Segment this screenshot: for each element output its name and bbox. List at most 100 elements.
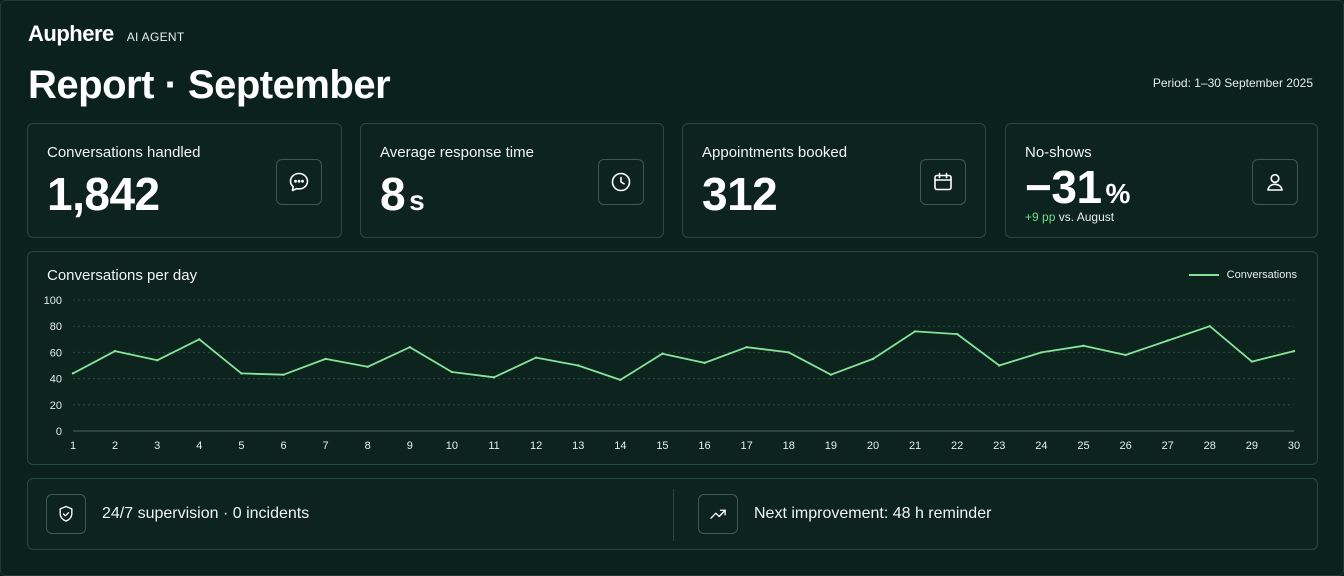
clock-icon <box>598 159 644 205</box>
x-tick-label: 17 <box>741 440 753 452</box>
y-tick-label: 0 <box>56 426 62 438</box>
x-tick-label: 2 <box>112 440 118 452</box>
data-point <box>913 330 917 333</box>
data-point <box>282 373 285 376</box>
brand-tag: AI AGENT <box>126 30 185 44</box>
data-point <box>156 359 159 362</box>
x-tick-label: 8 <box>365 440 371 452</box>
data-point <box>240 372 243 375</box>
supervision-text: 24/7 supervision · 0 incidents <box>102 505 310 522</box>
data-point <box>324 357 327 361</box>
y-tick-label: 80 <box>50 321 62 333</box>
x-tick-label: 21 <box>909 440 921 452</box>
stat-label: Appointments booked <box>702 144 848 161</box>
stat-card-conversations: Conversations handled 1,842 <box>27 123 342 238</box>
x-tick-label: 18 <box>783 440 795 452</box>
data-point <box>661 352 664 355</box>
stat-comparison: +9 pp vs. August <box>1025 210 1115 224</box>
x-tick-label: 4 <box>196 440 202 452</box>
user-icon <box>1252 159 1298 205</box>
stat-value: 312 <box>702 168 778 220</box>
x-tick-label: 24 <box>1035 440 1047 452</box>
x-tick-label: 5 <box>238 440 244 452</box>
y-tick-label: 20 <box>50 400 62 412</box>
x-tick-label: 14 <box>614 440 626 452</box>
x-tick-label: 1 <box>70 440 76 452</box>
period-label: Period: 1–30 September 2025 <box>1152 76 1313 90</box>
x-tick-label: 7 <box>323 440 329 452</box>
data-point <box>1082 344 1085 348</box>
data-point <box>1250 360 1254 363</box>
x-tick-label: 29 <box>1246 440 1258 452</box>
data-point <box>787 351 790 354</box>
data-point <box>829 373 833 376</box>
data-point <box>450 370 454 374</box>
x-tick-label: 26 <box>1119 440 1131 452</box>
page-title: Report · September <box>28 63 391 107</box>
y-tick-label: 60 <box>50 347 62 359</box>
stat-unit: s <box>409 185 425 216</box>
data-point <box>1040 351 1043 354</box>
x-tick-label: 15 <box>656 440 668 452</box>
x-tick-label: 9 <box>407 440 413 452</box>
brand: Auphere AI AGENT <box>28 21 185 47</box>
x-tick-label: 22 <box>951 440 963 452</box>
conversations-chart: Conversations per day Conversations 0 20 4… <box>27 251 1318 465</box>
x-tick-label: 11 <box>488 440 499 452</box>
data-point <box>198 338 201 341</box>
stat-value: −31% <box>1025 161 1131 213</box>
data-point <box>577 364 580 367</box>
chart-legend: Conversations <box>1188 269 1297 281</box>
data-point <box>71 372 75 375</box>
x-tick-label: 3 <box>154 440 160 452</box>
x-tick-label: 10 <box>446 440 458 452</box>
x-tick-label: 12 <box>530 440 542 452</box>
x-tick-label: 23 <box>993 440 1005 452</box>
brand-name: Auphere <box>28 21 114 46</box>
data-point <box>955 332 959 336</box>
x-tick-label: 19 <box>825 440 837 452</box>
x-tick-label: 28 <box>1204 440 1216 452</box>
stat-unit: % <box>1105 178 1131 209</box>
stat-label: Average response time <box>380 144 534 161</box>
stat-card-appointments: Appointments booked 312 <box>682 123 986 238</box>
next-improvement: Next improvement: 48 h reminder <box>698 479 991 549</box>
supervision-status: 24/7 supervision · 0 incidents <box>46 479 309 549</box>
data-point <box>1208 325 1211 328</box>
calendar-icon <box>920 159 966 205</box>
footer-divider <box>673 489 674 541</box>
legend-swatch <box>1188 274 1219 276</box>
trending-up-icon <box>698 494 738 534</box>
stat-label: No-shows <box>1025 144 1092 161</box>
stat-label: Conversations handled <box>47 144 201 161</box>
x-tick-label: 6 <box>280 440 286 452</box>
legend-label: Conversations <box>1226 269 1297 281</box>
x-tick-label: 27 <box>1162 440 1174 452</box>
x-tick-label: 30 <box>1288 440 1300 452</box>
x-tick-label: 25 <box>1077 440 1089 452</box>
next-improvement-text: Next improvement: 48 h reminder <box>754 505 992 522</box>
y-tick-label: 40 <box>50 374 62 386</box>
data-point <box>1292 349 1296 353</box>
data-point <box>703 361 706 365</box>
data-point <box>534 356 538 359</box>
chart-title: Conversations per day <box>47 267 198 284</box>
y-tick-label: 100 <box>44 295 62 307</box>
data-point <box>1124 353 1127 357</box>
data-point <box>492 376 496 379</box>
x-tick-label: 20 <box>867 440 879 452</box>
stat-card-no-shows: No-shows −31% +9 pp vs. August <box>1005 123 1318 238</box>
stat-value: 1,842 <box>47 168 160 220</box>
x-tick-label: 16 <box>698 440 710 452</box>
data-point <box>998 364 1001 367</box>
footer-panel: 24/7 supervision · 0 incidents Next impr… <box>27 478 1318 550</box>
data-point <box>619 378 622 382</box>
series-line-conversations <box>72 325 1295 381</box>
data-point <box>408 345 412 349</box>
data-point <box>745 345 748 349</box>
x-tick-label: 13 <box>572 440 584 452</box>
